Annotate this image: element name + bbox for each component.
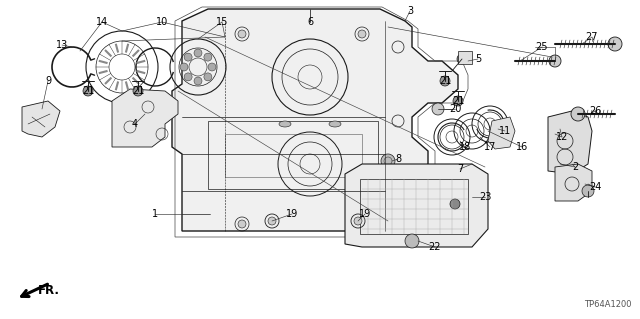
- Text: 21: 21: [452, 96, 464, 106]
- Circle shape: [194, 49, 202, 57]
- Circle shape: [268, 217, 276, 225]
- Circle shape: [194, 77, 202, 85]
- Text: 19: 19: [359, 209, 371, 219]
- Text: 21: 21: [132, 86, 144, 96]
- Text: 27: 27: [586, 32, 598, 42]
- Circle shape: [440, 76, 450, 86]
- Text: 11: 11: [499, 126, 511, 136]
- Circle shape: [608, 37, 622, 51]
- Text: 15: 15: [216, 17, 228, 27]
- Circle shape: [453, 96, 463, 106]
- Text: 16: 16: [516, 142, 528, 152]
- Ellipse shape: [279, 121, 291, 127]
- Text: 5: 5: [475, 54, 481, 64]
- Circle shape: [432, 103, 444, 115]
- Circle shape: [450, 199, 460, 209]
- Text: 2: 2: [572, 162, 578, 172]
- Circle shape: [358, 30, 366, 38]
- Circle shape: [204, 73, 212, 81]
- Circle shape: [405, 234, 419, 248]
- Text: 19: 19: [286, 209, 298, 219]
- Text: 17: 17: [484, 142, 496, 152]
- Text: FR.: FR.: [38, 285, 60, 298]
- Text: 24: 24: [589, 182, 601, 192]
- Text: 25: 25: [536, 42, 548, 52]
- Circle shape: [184, 73, 192, 81]
- Circle shape: [208, 63, 216, 71]
- Text: 21: 21: [82, 86, 94, 96]
- Polygon shape: [112, 89, 178, 147]
- Polygon shape: [488, 117, 515, 149]
- Circle shape: [133, 86, 143, 96]
- Text: 1: 1: [152, 209, 158, 219]
- Polygon shape: [458, 51, 472, 64]
- Polygon shape: [345, 164, 488, 247]
- Circle shape: [204, 53, 212, 61]
- Polygon shape: [22, 101, 60, 137]
- Circle shape: [238, 30, 246, 38]
- Text: 9: 9: [45, 76, 51, 86]
- Circle shape: [549, 55, 561, 67]
- Text: 3: 3: [407, 6, 413, 16]
- Circle shape: [83, 86, 93, 96]
- Text: 12: 12: [556, 132, 568, 142]
- Circle shape: [354, 217, 362, 225]
- Circle shape: [358, 220, 366, 228]
- Text: 6: 6: [307, 17, 313, 27]
- Text: 23: 23: [479, 192, 491, 202]
- Polygon shape: [172, 9, 458, 231]
- Text: 13: 13: [56, 40, 68, 50]
- Text: 20: 20: [449, 104, 461, 114]
- Circle shape: [180, 63, 188, 71]
- Text: 14: 14: [96, 17, 108, 27]
- Circle shape: [582, 185, 594, 197]
- Text: 22: 22: [429, 242, 441, 252]
- Ellipse shape: [329, 121, 341, 127]
- Circle shape: [238, 220, 246, 228]
- Text: 26: 26: [589, 106, 601, 116]
- Text: 21: 21: [439, 76, 451, 86]
- Circle shape: [571, 107, 585, 121]
- Text: 8: 8: [395, 154, 401, 164]
- Text: 4: 4: [132, 119, 138, 129]
- Circle shape: [457, 54, 467, 64]
- Polygon shape: [555, 164, 592, 201]
- Text: TP64A1200: TP64A1200: [584, 300, 632, 309]
- Polygon shape: [548, 111, 592, 174]
- Circle shape: [184, 53, 192, 61]
- Text: 7: 7: [457, 164, 463, 174]
- Text: 10: 10: [156, 17, 168, 27]
- Circle shape: [381, 154, 395, 168]
- Text: 18: 18: [459, 142, 471, 152]
